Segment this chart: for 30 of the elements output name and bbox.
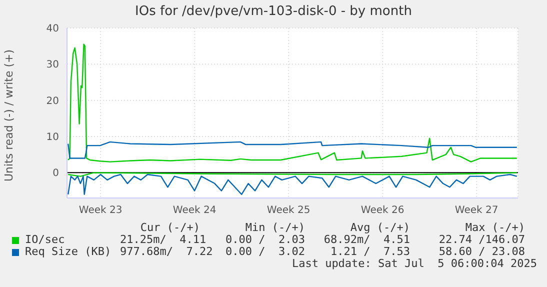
text: Last update: Sat Jul 5 06:00:04 2025 — [290, 257, 537, 270]
line-series — [68, 141, 518, 159]
x-tick-label: Week 23 — [78, 205, 122, 216]
y-tick-label: 10 — [46, 132, 59, 144]
y-tick-label: 40 — [46, 24, 59, 35]
x-tick-label: Week 27 — [454, 205, 498, 216]
text: 22.74 /146.07 — [438, 233, 525, 246]
text: 1.21 / 7.53 — [330, 245, 410, 258]
text: Min (-/+) — [244, 221, 305, 234]
text: 977.68m/ 7.22 — [120, 245, 213, 258]
line-series — [68, 44, 518, 162]
text: Max (-/+) — [464, 221, 525, 234]
legend-label: IO/sec — [25, 233, 65, 246]
y-tick-label: 20 — [46, 96, 59, 107]
text: Avg (-/+) — [349, 221, 410, 234]
line-series — [68, 174, 518, 195]
legend-label: Req Size (KB) — [25, 245, 112, 258]
text: 0.00 / 2.03 — [226, 233, 305, 246]
text: Cur (-/+) — [139, 221, 200, 234]
x-tick-label: Week 24 — [172, 205, 216, 216]
y-tick-label: 0 — [52, 168, 59, 180]
y-axis-title: Units read (-) / write (+) — [2, 49, 16, 182]
text: 68.92m/ 4.51 — [322, 233, 410, 246]
x-tick-label: Week 25 — [266, 205, 310, 216]
text: 0.00 / 3.02 — [226, 245, 305, 258]
text: 58.60 / 23.08 — [438, 245, 525, 258]
chart-title: IOs for /dev/pve/vm-103-disk-0 - by month — [134, 4, 413, 19]
text: 21.25m/ 4.11 — [120, 233, 206, 246]
y-tick-label: 30 — [46, 60, 59, 71]
x-tick-label: Week 26 — [360, 205, 404, 216]
